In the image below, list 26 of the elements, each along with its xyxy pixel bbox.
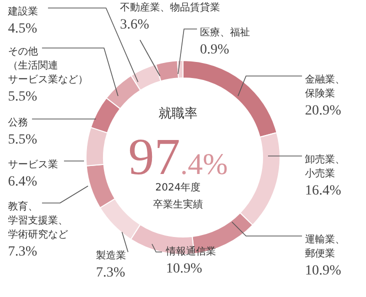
slice-label: 建設業 [7, 6, 38, 18]
data-label: 0.9% [200, 42, 230, 58]
data-label: 4.5% [8, 22, 38, 37]
slice-label: 不動産業、物品賃貸業 [120, 2, 220, 14]
data-label: 7.3% [96, 266, 126, 281]
data-label: 7.3% [8, 244, 38, 260]
slice-label: 運輸業、郵便業 [305, 234, 345, 260]
data-label: 10.9% [166, 262, 202, 277]
data-label: 6.4% [8, 174, 38, 190]
text: 卒業生実績 [153, 198, 203, 211]
slice-label: 卸売業、小売業 [305, 154, 345, 180]
data-label: 16.4% [305, 184, 342, 199]
slice-label: 製造業 [96, 250, 126, 262]
slice-label: その他（生活関連サービス業など） [8, 46, 88, 86]
slice-label: 情報通信業 [165, 246, 216, 258]
data-label: 5.5% [8, 132, 38, 148]
slice-label: サービス業 [8, 158, 58, 171]
text: 就職率 [158, 105, 198, 122]
slice-label: 教育、学習支援業、学術研究など [8, 200, 68, 241]
slice-label: 医療、福祉 [200, 26, 250, 39]
data-label: 10.9% [305, 264, 342, 279]
slice-label: 公務 [8, 116, 28, 129]
data-label: 20.9% [305, 104, 342, 119]
slice-label: 金融業、保険業 [305, 74, 345, 100]
data-label: 5.5% [8, 90, 38, 105]
data-label: 3.6% [120, 18, 150, 33]
